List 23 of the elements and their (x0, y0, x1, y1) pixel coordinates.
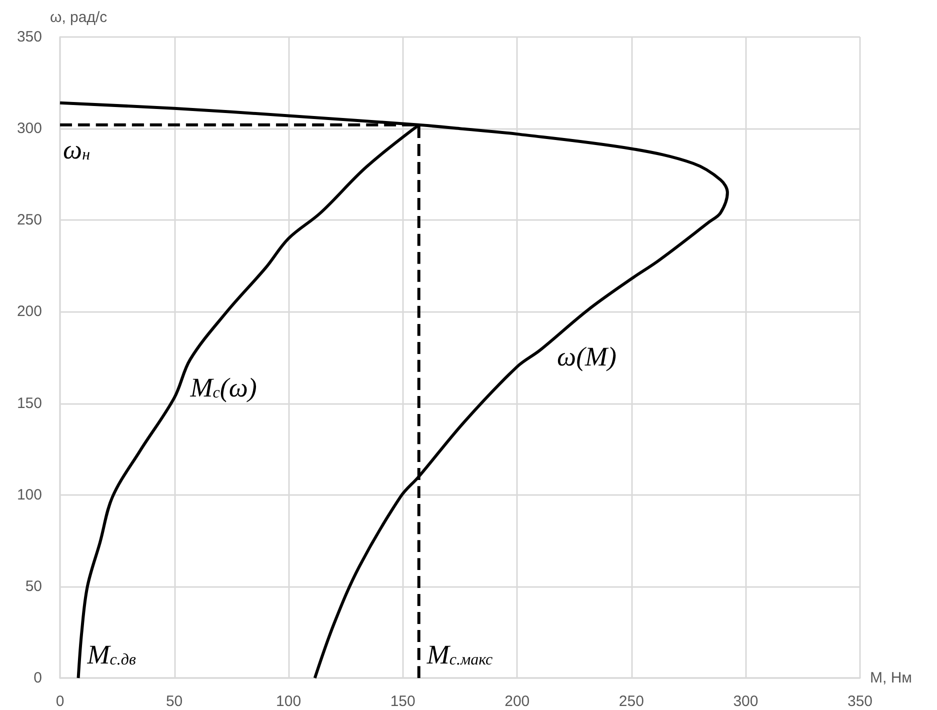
annotation: Mc.макс (426, 640, 493, 670)
y-tick-label: 0 (34, 670, 42, 686)
x-tick-label: 50 (166, 693, 183, 710)
annotation: Mc(ω) (189, 372, 257, 402)
x-tick-label: 250 (618, 693, 644, 710)
y-tick-label: 50 (25, 578, 42, 595)
x-tick-label: 350 (847, 693, 873, 710)
annotation: ωн (63, 134, 90, 164)
y-tick-label: 300 (16, 120, 42, 138)
x-tick-label: 300 (733, 693, 758, 710)
x-tick-label: 100 (276, 693, 302, 710)
y-tick-label: 250 (16, 212, 42, 229)
annotation: Mc.дв (86, 640, 136, 670)
x-tick-label: 150 (390, 693, 416, 710)
y-tick-label: 200 (16, 303, 42, 320)
y-axis-title: ω, рад/с (50, 9, 108, 26)
x-tick-label: 200 (504, 693, 530, 710)
annotation: ω(M) (557, 342, 617, 372)
y-tick-label: 350 (16, 28, 42, 46)
x-tick-label: 0 (56, 693, 64, 710)
y-tick-label: 100 (16, 486, 42, 504)
y-tick-label: 150 (16, 394, 42, 412)
x-axis-title: M, Нм (870, 670, 912, 686)
